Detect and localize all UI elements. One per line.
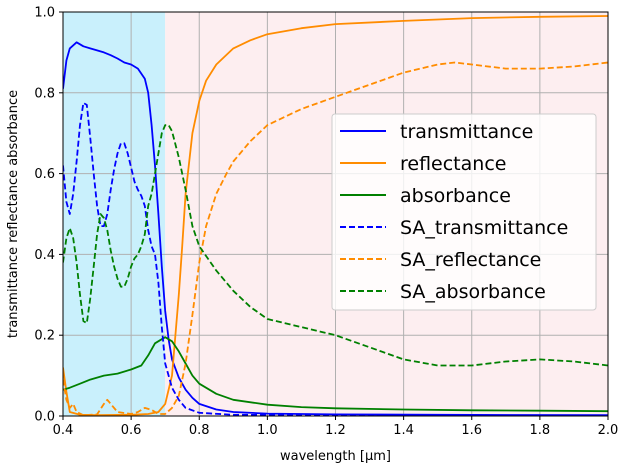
series-line-absorbance — [63, 336, 608, 413]
series-line-sa-transmittance — [63, 102, 608, 416]
x-tick-label: 1.0 — [257, 423, 278, 438]
legend: transmittance reflectance absorbance SA_tra… — [331, 113, 597, 311]
series-line-sa-absorbance — [63, 124, 608, 367]
legend-label: SA_transmittance — [400, 217, 568, 239]
y-axis-label: transmittance reflectance absorbance — [6, 90, 21, 338]
x-tick-label: 0.6 — [121, 423, 142, 438]
legend-label: reflectance — [400, 153, 506, 175]
x-tick-label: 1.4 — [393, 423, 414, 438]
plot-lines — [63, 15, 608, 416]
x-tick-label: 1.8 — [530, 423, 551, 438]
series-line-transmittance — [63, 41, 608, 416]
legend-label: transmittance — [400, 121, 533, 143]
y-axis-ticks: 0.0 0.2 0.4 0.6 0.8 1.0 — [34, 6, 63, 425]
series-line-sa-reflectance — [63, 61, 608, 416]
y-tick-label: 1.0 — [34, 6, 55, 21]
y-tick-label: 0.2 — [34, 329, 55, 344]
background-region-0 — [63, 12, 166, 416]
x-axis-label: wavelength [μm] — [280, 449, 391, 464]
legend-box — [331, 113, 597, 311]
y-tick-label: 0.6 — [34, 167, 55, 182]
x-tick-label: 2.0 — [598, 423, 619, 438]
series-line-reflectance — [63, 15, 608, 416]
legend-label: SA_absorbance — [400, 281, 546, 303]
x-axis-ticks: 0.4 0.6 0.8 1.0 1.2 1.4 1.6 1.8 2.0 — [53, 416, 619, 438]
legend-label: SA_reflectance — [400, 249, 541, 271]
x-tick-label: 1.6 — [461, 423, 482, 438]
y-tick-label: 0.8 — [34, 86, 55, 101]
x-tick-label: 0.4 — [53, 423, 74, 438]
y-tick-label: 0.4 — [34, 248, 55, 263]
legend-label: absorbance — [400, 185, 511, 207]
x-tick-label: 1.2 — [325, 423, 346, 438]
y-tick-label: 0.0 — [34, 410, 55, 425]
x-tick-label: 0.8 — [189, 423, 210, 438]
